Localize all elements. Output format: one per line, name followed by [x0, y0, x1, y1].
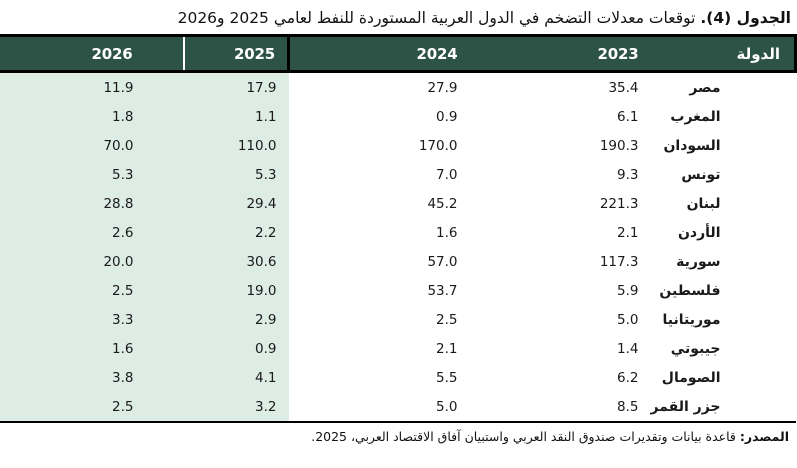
cell-country: مصر: [689, 79, 721, 96]
table-row: مصر 35.4 27.9 17.9 11.9: [0, 71, 796, 102]
cell-2024: 170.0: [418, 137, 458, 154]
cell-country: تونس: [681, 166, 721, 183]
table-row: جزر القمر 8.5 5.0 3.2 2.5: [0, 392, 796, 422]
cell-2023: 5.0: [617, 311, 639, 328]
cell-2024: 7.0: [436, 166, 458, 183]
table-title-text: توقعات معدلات التضخم في الدول العربية ال…: [177, 9, 696, 27]
table-row: جيبوتي 1.4 2.1 0.9 1.6: [0, 334, 796, 363]
cell-2025: 4.1: [183, 363, 289, 392]
cell-2025: 110.0: [183, 131, 289, 160]
cell-2025: 17.9: [183, 71, 289, 102]
cell-2026: 1.8: [0, 102, 184, 131]
cell-2026: 20.0: [0, 247, 184, 276]
cell-2025: 0.9: [183, 334, 289, 363]
cell-2024: 57.0: [427, 253, 458, 270]
table-header: الدولة 2023 2024 2025 2026: [0, 34, 797, 73]
cell-2025: 2.2: [183, 218, 289, 247]
cell-2026: 2.5: [0, 392, 184, 422]
cell-2026: 28.8: [0, 189, 184, 218]
cell-2026: 11.9: [0, 71, 184, 102]
cell-2025: 5.3: [183, 160, 289, 189]
cell-country: الأردن: [677, 224, 721, 241]
cell-country: سورية: [676, 253, 721, 270]
source-label: المصدر:: [739, 429, 789, 444]
table-row: تونس 9.3 7.0 5.3 5.3: [0, 160, 796, 189]
cell-2026: 70.0: [0, 131, 184, 160]
cell-2025: 30.6: [183, 247, 289, 276]
source-text: قاعدة بيانات وتقديرات صندوق النقد العربي…: [311, 429, 736, 444]
cell-2026: 5.3: [0, 160, 184, 189]
cell-country: الصومال: [661, 369, 721, 386]
cell-2024: 5.0: [436, 398, 458, 415]
table-row: موريتانيا 5.0 2.5 2.9 3.3: [0, 305, 796, 334]
cell-2026: 1.6: [0, 334, 184, 363]
cell-2024: 45.2: [427, 195, 458, 212]
table-title-number: الجدول (4).: [700, 9, 791, 27]
column-header-2025: 2025: [182, 34, 289, 73]
cell-country: موريتانيا: [662, 311, 721, 328]
cell-country: جزر القمر: [650, 398, 721, 415]
cell-2024: 53.7: [427, 282, 458, 299]
cell-2025: 19.0: [183, 276, 289, 305]
cell-2024: 1.6: [436, 224, 458, 241]
table-row: لبنان 221.3 45.2 29.4 28.8: [0, 189, 796, 218]
cell-2024: 27.9: [427, 79, 458, 96]
cell-2026: 2.5: [0, 276, 184, 305]
cell-2023: 221.3: [599, 195, 639, 212]
cell-2023: 1.4: [617, 340, 639, 357]
column-header-2023: 2023: [485, 34, 661, 73]
cell-2024: 2.1: [436, 340, 458, 357]
table-row: السودان 190.3 170.0 110.0 70.0: [0, 131, 796, 160]
cell-2023: 5.9: [617, 282, 639, 299]
cell-country: المغرب: [670, 108, 721, 125]
cell-2023: 6.1: [617, 108, 639, 125]
cell-2023: 8.5: [617, 398, 639, 415]
cell-2025: 1.1: [183, 102, 289, 131]
cell-2023: 35.4: [608, 79, 639, 96]
column-header-2024: 2024: [287, 34, 486, 73]
cell-country: لبنان: [686, 195, 721, 212]
cell-2023: 2.1: [617, 224, 639, 241]
cell-2023: 6.2: [617, 369, 639, 386]
table-title: الجدول (4). توقعات معدلات التضخم في الدو…: [0, 0, 797, 34]
cell-2025: 3.2: [183, 392, 289, 422]
cell-2024: 0.9: [436, 108, 458, 125]
cell-2025: 2.9: [183, 305, 289, 334]
cell-2025: 29.4: [183, 189, 289, 218]
table-row: فلسطين 5.9 53.7 19.0 2.5: [0, 276, 796, 305]
table-body: مصر 35.4 27.9 17.9 11.9 المغرب 6.1 0.9 1…: [0, 71, 796, 422]
cell-2026: 2.6: [0, 218, 184, 247]
header-row: الدولة 2023 2024 2025 2026: [0, 34, 797, 73]
cell-2023: 117.3: [599, 253, 639, 270]
cell-country: فلسطين: [659, 282, 721, 299]
cell-2023: 9.3: [617, 166, 639, 183]
column-header-country: الدولة: [660, 34, 797, 73]
table-row: الأردن 2.1 1.6 2.2 2.6: [0, 218, 796, 247]
table-row: سورية 117.3 57.0 30.6 20.0: [0, 247, 796, 276]
cell-2023: 190.3: [599, 137, 639, 154]
cell-2024: 2.5: [436, 311, 458, 328]
table-row: المغرب 6.1 0.9 1.1 1.8: [0, 102, 796, 131]
column-header-2026: 2026: [0, 34, 184, 73]
cell-country: السودان: [663, 137, 721, 154]
cell-country: جيبوتي: [670, 340, 721, 357]
table-row: الصومال 6.2 5.5 4.1 3.8: [0, 363, 796, 392]
cell-2024: 5.5: [436, 369, 458, 386]
inflation-table: الدولة 2023 2024 2025 2026 مصر 35.4 27.9…: [0, 34, 797, 423]
source-note: المصدر: قاعدة بيانات وتقديرات صندوق النق…: [0, 423, 797, 444]
cell-2026: 3.8: [0, 363, 184, 392]
cell-2026: 3.3: [0, 305, 184, 334]
